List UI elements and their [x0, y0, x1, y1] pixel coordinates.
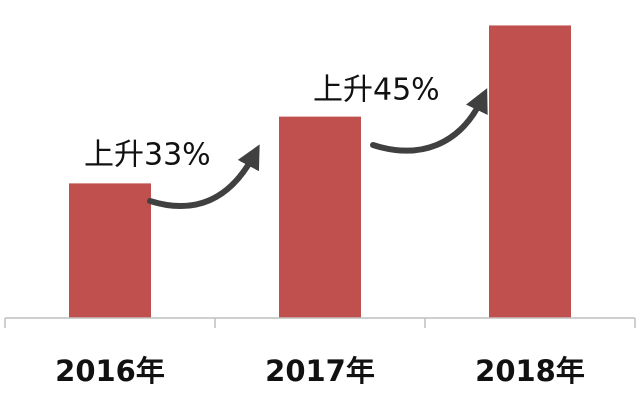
x-tick-label: 2017年	[265, 354, 375, 388]
arrow	[370, 88, 488, 154]
annotation: 上升45%	[313, 73, 440, 108]
annotation: 上升33%	[84, 138, 211, 173]
x-tick-label: 2016年	[55, 354, 165, 388]
arrow	[147, 144, 260, 210]
x-tick-label: 2018年	[475, 354, 585, 388]
bars	[69, 25, 571, 318]
bar	[279, 116, 361, 318]
bar	[489, 25, 571, 318]
bar	[69, 183, 151, 318]
